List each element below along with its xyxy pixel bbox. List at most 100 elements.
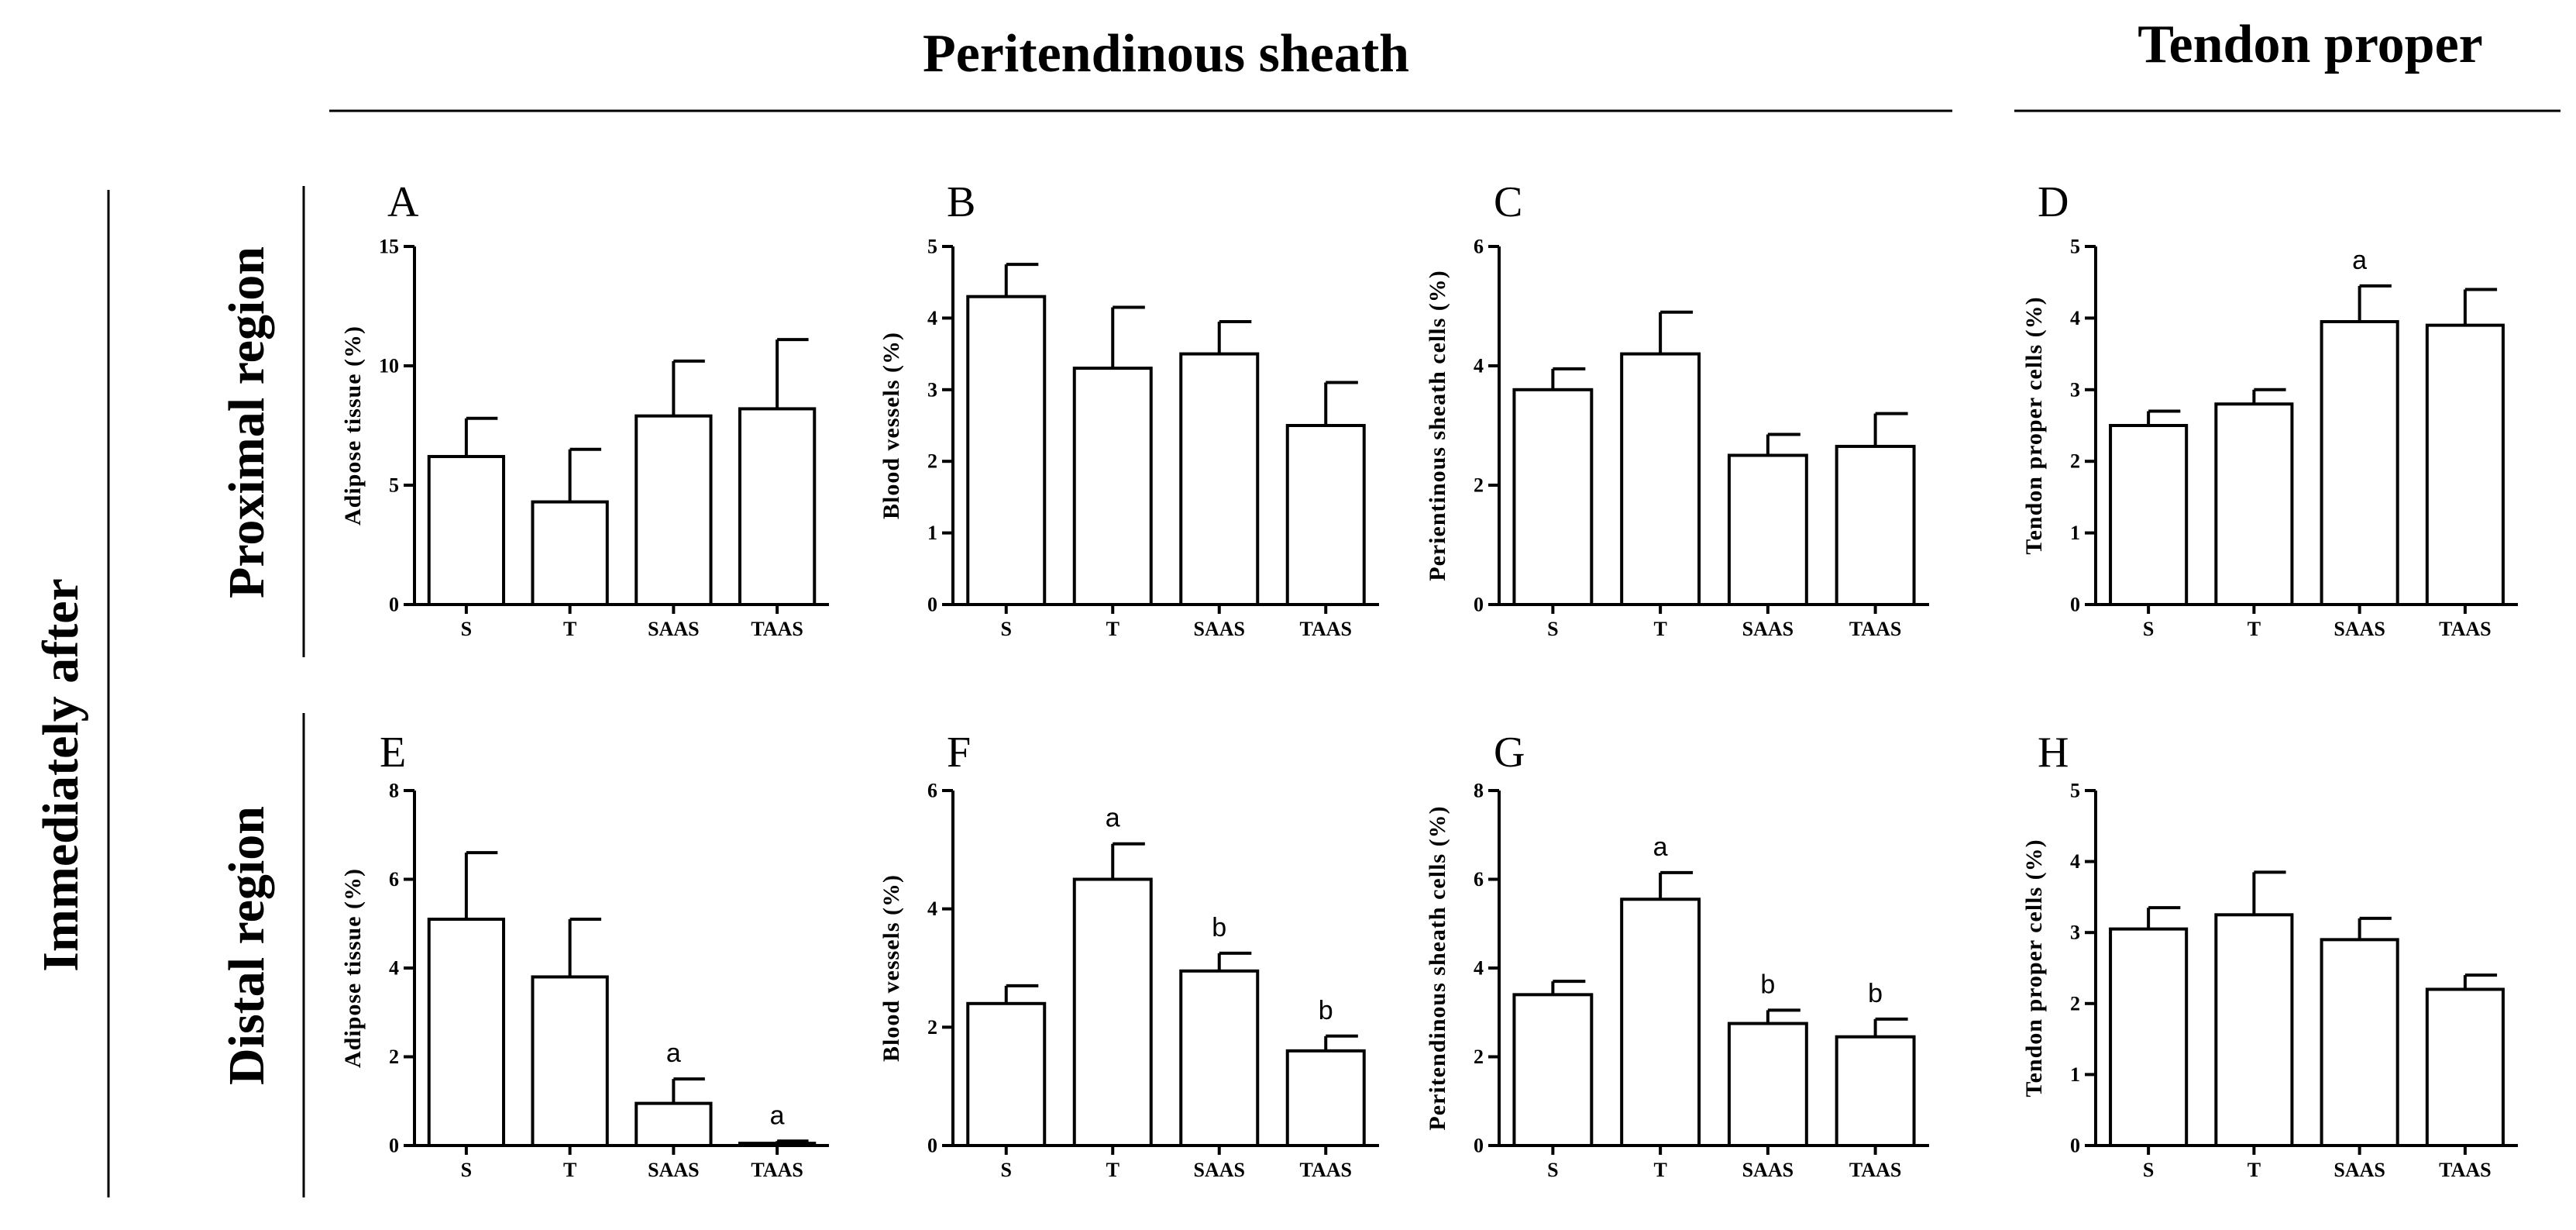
x-tick-label-b: S bbox=[1001, 618, 1012, 640]
y-tick-label-d: 1 bbox=[2070, 522, 2080, 544]
panel-label-h: H bbox=[2038, 729, 2069, 777]
y-tick-label-f: 6 bbox=[927, 780, 937, 802]
x-tick-label-h: T bbox=[2248, 1159, 2261, 1181]
x-tick-label-d: T bbox=[2248, 618, 2261, 640]
panel-c: C Perientinous sheath cells (%) 0 2 4 6 S T SAAS… bbox=[1425, 178, 1929, 640]
y-tick-label-b: 1 bbox=[927, 522, 937, 544]
x-tick-label-h: TAAS bbox=[2439, 1159, 2491, 1181]
x-tick-label-b: SAAS bbox=[1194, 618, 1245, 640]
panel-label-f: F bbox=[947, 729, 971, 777]
panel-h: H Tendon proper cells (%) 0 1 2 3 4 5 S T SAAS TAAS bbox=[2021, 729, 2518, 1181]
x-tick-label-e: TAAS bbox=[751, 1159, 803, 1181]
y-tick-label-a: 15 bbox=[379, 236, 399, 258]
y-tick-label-c: 4 bbox=[1474, 355, 1484, 377]
row-label-distal: Distal region bbox=[218, 806, 275, 1085]
panel-label-b: B bbox=[947, 178, 975, 226]
bar-f-saas bbox=[1179, 969, 1260, 1147]
x-tick-label-d: TAAS bbox=[2439, 618, 2491, 640]
x-tick-label-b: TAAS bbox=[1300, 618, 1352, 640]
x-tick-label-g: SAAS bbox=[1742, 1159, 1794, 1181]
panel-f: F Blood vessels (%) 0 2 4 6 S Ta SAAS b TAAS b bbox=[879, 729, 1379, 1181]
y-axis-title-b: Blood vessels (%) bbox=[879, 332, 904, 519]
x-tick-label-c: TAAS bbox=[1849, 618, 1901, 640]
y-tick-label-e: 0 bbox=[389, 1135, 399, 1157]
bar-c-s bbox=[1512, 388, 1594, 606]
panel-label-d: D bbox=[2038, 178, 2069, 226]
significance-label-g-saas: b bbox=[1760, 970, 1775, 999]
bar-g-s bbox=[1512, 993, 1594, 1147]
bar-g-taas bbox=[1835, 1035, 1916, 1148]
bar-c-taas bbox=[1835, 444, 1916, 607]
y-tick-label-g: 6 bbox=[1474, 868, 1484, 891]
x-tick-label-h: S bbox=[2143, 1159, 2154, 1181]
panel-b: B Blood vessels (%) 0 1 2 3 4 5 S T SAAS TAAS bbox=[879, 178, 1379, 640]
x-tick-label-g: TAAS bbox=[1849, 1159, 1901, 1181]
y-tick-label-g: 4 bbox=[1474, 957, 1484, 980]
panel-label-a: A bbox=[387, 178, 419, 226]
y-tick-label-a: 10 bbox=[379, 355, 399, 377]
y-axis-title-d: Tendon proper cells (%) bbox=[2021, 296, 2047, 554]
y-tick-label-e: 4 bbox=[389, 957, 399, 980]
significance-label-f-taas: b bbox=[1319, 996, 1333, 1025]
bar-h-s bbox=[2109, 927, 2189, 1147]
header-peritendinous-sheath: Peritendinous sheath bbox=[923, 24, 1409, 84]
bar-e-t bbox=[531, 975, 609, 1147]
y-tick-label-g: 0 bbox=[1474, 1135, 1484, 1157]
x-tick-label-a: SAAS bbox=[648, 618, 699, 640]
significance-label-g-t: a bbox=[1653, 832, 1668, 862]
bar-h-t bbox=[2214, 913, 2294, 1148]
significance-label-g-taas: b bbox=[1868, 979, 1883, 1008]
x-tick-label-f: TAAS bbox=[1300, 1159, 1352, 1181]
y-tick-label-h: 2 bbox=[2070, 992, 2080, 1015]
y-tick-label-b: 3 bbox=[927, 378, 937, 401]
bar-f-t bbox=[1072, 877, 1153, 1147]
y-tick-label-d: 5 bbox=[2070, 236, 2080, 258]
y-tick-label-d: 0 bbox=[2070, 594, 2080, 616]
x-tick-label-c: SAAS bbox=[1742, 618, 1794, 640]
panel-e: E Adipose tissue (%) 0 2 4 6 8 S T SAAS a TAAS a bbox=[340, 729, 829, 1181]
x-tick-label-g: T bbox=[1653, 1159, 1666, 1181]
bar-d-taas bbox=[2425, 323, 2505, 606]
bar-h-taas bbox=[2425, 987, 2505, 1147]
y-tick-label-f: 4 bbox=[927, 898, 937, 920]
significance-label-d-saas: a bbox=[2352, 246, 2367, 275]
y-tick-label-b: 5 bbox=[927, 236, 937, 258]
significance-label-f-saas: b bbox=[1212, 913, 1226, 942]
bar-d-s bbox=[2109, 424, 2189, 606]
y-tick-label-c: 6 bbox=[1474, 236, 1484, 258]
header-tendon-proper: Tendon proper bbox=[2137, 15, 2482, 74]
panel-g: G Peritendinous sheath cells (%) 0 2 4 6 8 S Ta S… bbox=[1425, 729, 1929, 1181]
y-tick-label-d: 4 bbox=[2070, 307, 2080, 329]
x-tick-label-e: SAAS bbox=[648, 1159, 699, 1181]
panel-label-g: G bbox=[1494, 729, 1525, 777]
bar-b-taas bbox=[1285, 424, 1366, 606]
y-tick-label-e: 8 bbox=[389, 780, 399, 802]
bar-h-saas bbox=[2320, 938, 2399, 1147]
y-tick-label-c: 0 bbox=[1474, 594, 1484, 616]
y-tick-label-g: 2 bbox=[1474, 1046, 1484, 1068]
y-tick-label-a: 0 bbox=[389, 594, 399, 616]
x-tick-label-e: T bbox=[563, 1159, 576, 1181]
x-tick-label-b: T bbox=[1106, 618, 1119, 640]
panel-label-e: E bbox=[380, 729, 406, 777]
bar-f-taas bbox=[1285, 1049, 1366, 1148]
significance-label-f-t: a bbox=[1106, 804, 1120, 833]
panel-label-c: C bbox=[1494, 178, 1522, 226]
y-tick-label-b: 0 bbox=[927, 594, 937, 616]
bar-a-taas bbox=[738, 407, 817, 606]
x-tick-label-f: S bbox=[1001, 1159, 1012, 1181]
x-tick-label-a: TAAS bbox=[751, 618, 803, 640]
y-tick-label-f: 2 bbox=[927, 1016, 937, 1039]
y-tick-label-h: 3 bbox=[2070, 922, 2080, 944]
bar-b-s bbox=[966, 295, 1047, 606]
y-tick-label-f: 0 bbox=[927, 1135, 937, 1157]
bar-d-saas bbox=[2320, 320, 2399, 606]
bar-g-t bbox=[1620, 898, 1701, 1147]
significance-label-e-saas: a bbox=[666, 1039, 681, 1068]
bar-a-t bbox=[531, 500, 609, 606]
y-axis-title-g: Peritendinous sheath cells (%) bbox=[1425, 805, 1450, 1130]
x-tick-label-a: S bbox=[461, 618, 472, 640]
y-tick-label-c: 2 bbox=[1474, 474, 1484, 497]
